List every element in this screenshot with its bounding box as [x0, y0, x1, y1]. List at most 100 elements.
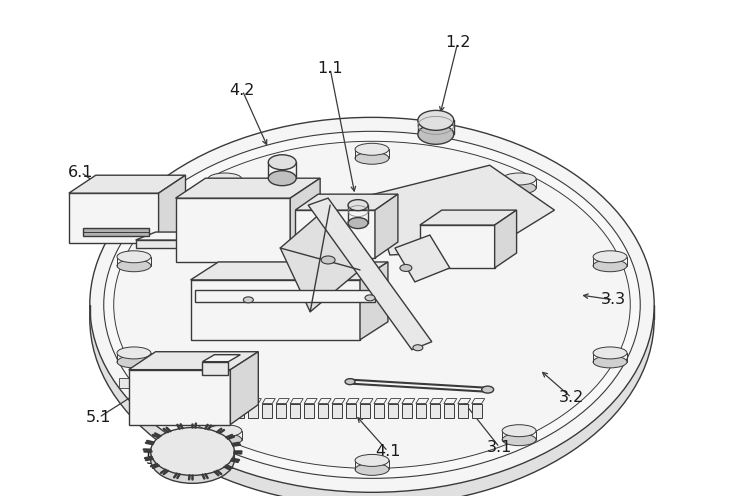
Ellipse shape: [418, 124, 454, 144]
Polygon shape: [230, 352, 258, 424]
Polygon shape: [193, 399, 205, 404]
Polygon shape: [346, 399, 359, 404]
Polygon shape: [136, 240, 185, 248]
Polygon shape: [249, 399, 261, 404]
Ellipse shape: [90, 117, 654, 493]
Ellipse shape: [355, 152, 389, 164]
Ellipse shape: [208, 173, 242, 185]
Polygon shape: [374, 399, 387, 404]
Polygon shape: [458, 404, 468, 417]
Polygon shape: [207, 404, 216, 417]
Ellipse shape: [117, 251, 151, 263]
Ellipse shape: [208, 182, 242, 194]
Polygon shape: [235, 404, 244, 417]
Polygon shape: [176, 198, 290, 262]
Ellipse shape: [593, 347, 627, 359]
Ellipse shape: [593, 260, 627, 272]
Polygon shape: [136, 232, 185, 240]
Ellipse shape: [117, 356, 151, 368]
Polygon shape: [190, 262, 388, 280]
Polygon shape: [370, 165, 554, 255]
Polygon shape: [179, 399, 191, 404]
Polygon shape: [374, 404, 384, 417]
Polygon shape: [318, 399, 331, 404]
Ellipse shape: [413, 345, 423, 351]
Polygon shape: [494, 210, 517, 268]
Text: 3.3: 3.3: [601, 292, 626, 307]
Polygon shape: [133, 381, 142, 391]
Polygon shape: [304, 404, 314, 417]
Ellipse shape: [593, 356, 627, 368]
Polygon shape: [444, 404, 454, 417]
Text: 3.1: 3.1: [487, 440, 512, 455]
Ellipse shape: [244, 297, 253, 303]
Text: 6.1: 6.1: [68, 165, 94, 180]
Ellipse shape: [348, 200, 368, 211]
Polygon shape: [207, 399, 219, 404]
Polygon shape: [202, 396, 213, 406]
Ellipse shape: [400, 264, 412, 271]
Ellipse shape: [321, 256, 335, 264]
Polygon shape: [458, 399, 471, 404]
Polygon shape: [159, 175, 185, 243]
Ellipse shape: [117, 347, 151, 359]
Ellipse shape: [365, 295, 375, 301]
Ellipse shape: [90, 131, 654, 497]
Polygon shape: [161, 387, 170, 397]
Ellipse shape: [348, 218, 368, 229]
Ellipse shape: [151, 427, 235, 475]
Polygon shape: [193, 404, 202, 417]
Polygon shape: [83, 228, 148, 236]
Polygon shape: [318, 404, 328, 417]
Polygon shape: [430, 404, 440, 417]
Ellipse shape: [502, 182, 536, 194]
Polygon shape: [416, 404, 426, 417]
Polygon shape: [472, 399, 485, 404]
Polygon shape: [420, 210, 517, 225]
Polygon shape: [388, 404, 398, 417]
Polygon shape: [190, 280, 360, 340]
Polygon shape: [360, 399, 373, 404]
Polygon shape: [249, 404, 258, 417]
Polygon shape: [221, 399, 233, 404]
Polygon shape: [444, 399, 457, 404]
Polygon shape: [176, 178, 320, 198]
Ellipse shape: [502, 434, 536, 446]
Ellipse shape: [502, 173, 536, 185]
Polygon shape: [276, 399, 289, 404]
Polygon shape: [388, 399, 401, 404]
Polygon shape: [128, 370, 230, 424]
Polygon shape: [304, 399, 317, 404]
Polygon shape: [308, 198, 432, 350]
Polygon shape: [196, 290, 375, 302]
Text: 1.1: 1.1: [317, 61, 343, 76]
Polygon shape: [332, 404, 342, 417]
Text: 4.1: 4.1: [375, 444, 401, 459]
Polygon shape: [395, 235, 449, 282]
Polygon shape: [119, 378, 128, 388]
Polygon shape: [276, 404, 286, 417]
Polygon shape: [202, 362, 228, 375]
Text: 5.2: 5.2: [146, 452, 171, 467]
Ellipse shape: [117, 260, 151, 272]
Polygon shape: [360, 262, 388, 340]
Polygon shape: [235, 399, 247, 404]
Polygon shape: [290, 399, 303, 404]
Polygon shape: [290, 404, 300, 417]
Ellipse shape: [355, 454, 389, 466]
Ellipse shape: [593, 251, 627, 263]
Polygon shape: [147, 384, 156, 394]
Polygon shape: [295, 194, 398, 210]
Polygon shape: [430, 399, 443, 404]
Polygon shape: [221, 404, 230, 417]
Polygon shape: [295, 210, 375, 258]
Ellipse shape: [208, 434, 242, 446]
Polygon shape: [402, 399, 415, 404]
Polygon shape: [262, 404, 272, 417]
Polygon shape: [375, 194, 398, 258]
Ellipse shape: [269, 155, 296, 169]
Polygon shape: [280, 205, 360, 312]
Polygon shape: [416, 399, 429, 404]
Ellipse shape: [482, 386, 494, 393]
Text: 1.2: 1.2: [445, 35, 471, 50]
